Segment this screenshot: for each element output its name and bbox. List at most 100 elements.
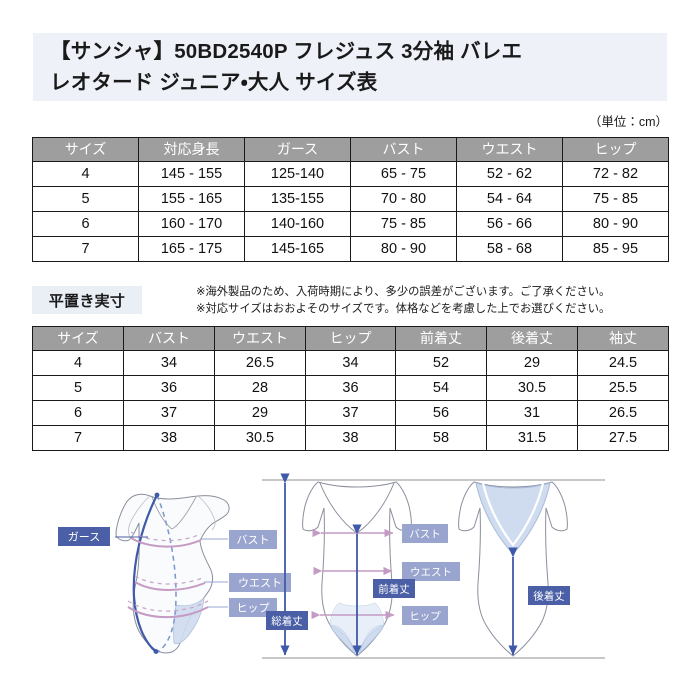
cell-back-length: 31.5	[486, 425, 578, 451]
column-header-front-length: 前着丈	[395, 326, 487, 351]
cell-height: 145 - 155	[138, 161, 245, 187]
cell-back-length: 31	[486, 400, 578, 426]
table-row: 7 38 30.5 38 58 31.5 27.5	[32, 425, 669, 451]
cell-size: 7	[32, 236, 139, 262]
cell-front-length: 58	[395, 425, 487, 451]
table-row: 6 37 29 37 56 31 26.5	[32, 400, 669, 426]
cell-waist: 26.5	[214, 350, 306, 376]
cell-bust: 34	[123, 350, 215, 376]
cell-front-length: 56	[395, 400, 487, 426]
dimension-back-length: 後着丈	[508, 547, 570, 656]
cell-waist: 58 - 68	[456, 236, 563, 262]
cell-bust: 65 - 75	[350, 161, 457, 187]
measurement-diagram: ガース バスト ウエスト ヒップ 総着丈	[0, 455, 700, 700]
column-header-bust: バスト	[123, 326, 215, 351]
label-total-length-text: 総着丈	[271, 615, 303, 628]
table-row: 6 160 - 170 140-160 75 - 85 56 - 66 80 -…	[32, 211, 669, 237]
cell-hip: 37	[305, 400, 396, 426]
label-bust-figure2-text: バスト	[409, 529, 441, 541]
cell-sleeve-length: 26.5	[577, 400, 669, 426]
cell-front-length: 54	[395, 375, 487, 401]
cell-size: 6	[32, 211, 139, 237]
cell-front-length: 52	[395, 350, 487, 376]
cell-size: 4	[32, 161, 139, 187]
cell-sleeve-length: 27.5	[577, 425, 669, 451]
label-back-length-text: 後着丈	[533, 590, 565, 603]
cell-hip: 85 - 95	[562, 236, 669, 262]
column-header-back-length: 後着丈	[486, 326, 578, 351]
column-header-hip: ヒップ	[562, 137, 669, 162]
label-waist-figure1: ウエスト	[229, 573, 291, 592]
figure-girth-front-angle: ガース バスト ウエスト ヒップ	[58, 492, 291, 654]
label-waist-figure1-text: ウエスト	[238, 577, 282, 590]
figure-back-flat: 後着丈	[458, 481, 570, 657]
unit-note: （単位：cm）	[588, 115, 668, 129]
cell-hip: 38	[305, 425, 396, 451]
cell-bust: 80 - 90	[350, 236, 457, 262]
notes-section: 平置き実寸 ※海外製品のため、入荷時期により、多少の誤差がございます。ご了承くだ…	[32, 281, 668, 321]
cell-hip: 34	[305, 350, 396, 376]
dimension-bust-figure2: バスト	[312, 524, 448, 543]
label-bust-figure1: バスト	[229, 530, 277, 549]
note-approximate-size: ※対応サイズはおおよそのサイズです。体格などを考慮した上でお選びください。	[196, 303, 611, 315]
cell-bust: 36	[123, 375, 215, 401]
cell-bust: 38	[123, 425, 215, 451]
figure-front-flat: バスト ウエスト ヒップ 前着丈	[302, 481, 460, 657]
cell-waist: 30.5	[214, 425, 306, 451]
size-chart-body-measurements: サイズ 対応身長 ガース バスト ウエスト ヒップ 4 145 - 155 12…	[32, 137, 669, 262]
cell-hip: 72 - 82	[562, 161, 669, 187]
column-header-waist: ウエスト	[214, 326, 306, 351]
column-header-height: 対応身長	[138, 137, 245, 162]
cell-bust: 37	[123, 400, 215, 426]
table-row: 5 36 28 36 54 30.5 25.5	[32, 375, 669, 401]
dimension-front-length: 前着丈	[352, 524, 415, 656]
column-header-bust: バスト	[350, 137, 457, 162]
table-header-row: サイズ バスト ウエスト ヒップ 前着丈 後着丈 袖丈	[32, 326, 669, 351]
column-header-size: サイズ	[32, 137, 139, 162]
label-bust-figure1-text: バスト	[237, 534, 270, 547]
cell-hip: 80 - 90	[562, 211, 669, 237]
cell-size: 6	[32, 400, 124, 426]
size-chart-flat-measurements: サイズ バスト ウエスト ヒップ 前着丈 後着丈 袖丈 4 34 26.5 34…	[32, 326, 669, 451]
label-waist-figure2-text: ウエスト	[410, 567, 452, 579]
cell-sleeve-length: 25.5	[577, 375, 669, 401]
cell-height: 160 - 170	[138, 211, 245, 237]
column-header-hip: ヒップ	[305, 326, 396, 351]
cell-back-length: 29	[486, 350, 578, 376]
label-girth-text: ガース	[68, 531, 100, 544]
cell-size: 4	[32, 350, 124, 376]
cell-hip: 75 - 85	[562, 186, 669, 212]
cell-back-length: 30.5	[486, 375, 578, 401]
flat-measure-badge: 平置き実寸	[32, 286, 142, 314]
label-front-length-text: 前着丈	[378, 583, 410, 596]
dimension-hip-figure2: ヒップ	[311, 606, 448, 625]
cell-girth: 145-165	[244, 236, 351, 262]
title-banner	[33, 33, 667, 101]
table-row: 4 145 - 155 125-140 65 - 75 52 - 62 72 -…	[32, 161, 669, 187]
label-hip-figure1: ヒップ	[229, 598, 277, 617]
cell-girth: 125-140	[244, 161, 351, 187]
cell-girth: 135-155	[244, 186, 351, 212]
cell-height: 155 - 165	[138, 186, 245, 212]
cell-hip: 36	[305, 375, 396, 401]
table-row: 5 155 - 165 135-155 70 - 80 54 - 64 75 -…	[32, 186, 669, 212]
cell-bust: 70 - 80	[350, 186, 457, 212]
label-girth: ガース	[58, 527, 110, 546]
cell-waist: 56 - 66	[456, 211, 563, 237]
cell-waist: 29	[214, 400, 306, 426]
table-row: 4 34 26.5 34 52 29 24.5	[32, 350, 669, 376]
cell-size: 7	[32, 425, 124, 451]
cell-waist: 52 - 62	[456, 161, 563, 187]
cell-bust: 75 - 85	[350, 211, 457, 237]
label-hip-figure1-text: ヒップ	[237, 602, 270, 615]
cell-waist: 28	[214, 375, 306, 401]
cell-size: 5	[32, 186, 139, 212]
column-header-size: サイズ	[32, 326, 124, 351]
column-header-sleeve-length: 袖丈	[577, 326, 669, 351]
column-header-girth: ガース	[244, 137, 351, 162]
column-header-waist: ウエスト	[456, 137, 563, 162]
table-header-row: サイズ 対応身長 ガース バスト ウエスト ヒップ	[32, 137, 669, 162]
note-overseas-tolerance: ※海外製品のため、入荷時期により、多少の誤差がございます。ご了承ください。	[196, 286, 611, 298]
table-row: 7 165 - 175 145-165 80 - 90 58 - 68 85 -…	[32, 236, 669, 262]
page-title: 【サンシャ】50BD2540P フレジュス 3分袖 バレエ レオタード ジュニア…	[50, 40, 523, 94]
